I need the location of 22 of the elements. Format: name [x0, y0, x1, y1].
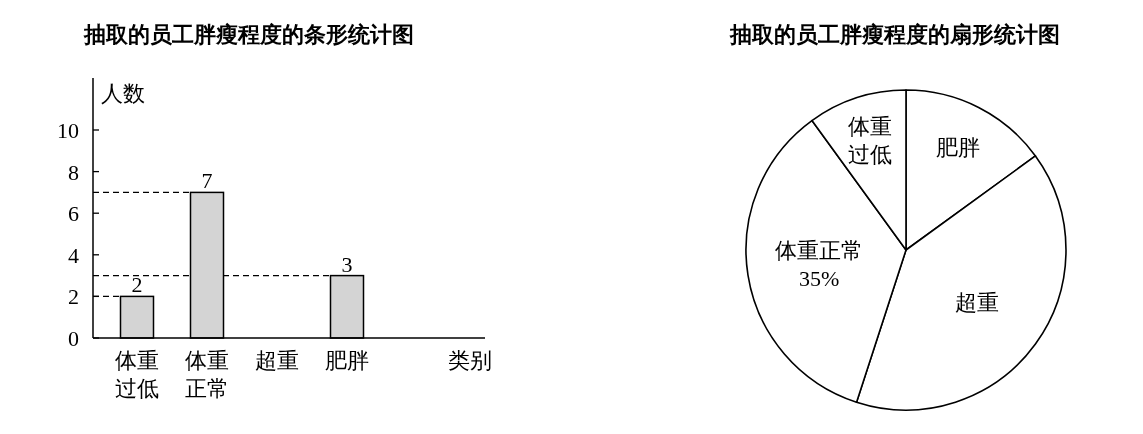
- y-tick-label: 4: [68, 242, 79, 268]
- y-tick-label: 6: [68, 201, 79, 227]
- y-tick-label: 0: [68, 326, 79, 351]
- chart-title: 抽取的员工胖瘦程度的扇形统计图: [729, 22, 1060, 47]
- slice-label: 体重正常: [775, 237, 864, 263]
- x-axis-title: 类别: [448, 348, 492, 373]
- x-tick-label: 肥胖: [325, 348, 369, 373]
- slice-label: 超重: [955, 289, 1000, 315]
- y-tick-label: 8: [68, 159, 79, 185]
- y-axis-title: 人数: [101, 81, 145, 106]
- data-label: 3: [341, 251, 353, 277]
- x-tick-label: 体重过低: [115, 348, 159, 401]
- x-tick-label: 超重: [255, 348, 299, 373]
- chart-title: 抽取的员工胖瘦程度的条形统计图: [83, 22, 414, 47]
- slice-label: 肥胖: [936, 135, 981, 161]
- y-tick-label: 2: [68, 284, 79, 310]
- data-label: 2: [131, 272, 143, 298]
- y-tick-label: 10: [57, 118, 79, 143]
- slice-label: 体重过低: [848, 114, 893, 168]
- x-tick-label: 体重正常: [185, 348, 229, 401]
- data-label: 7: [201, 168, 213, 194]
- data-label: 35%: [798, 265, 840, 291]
